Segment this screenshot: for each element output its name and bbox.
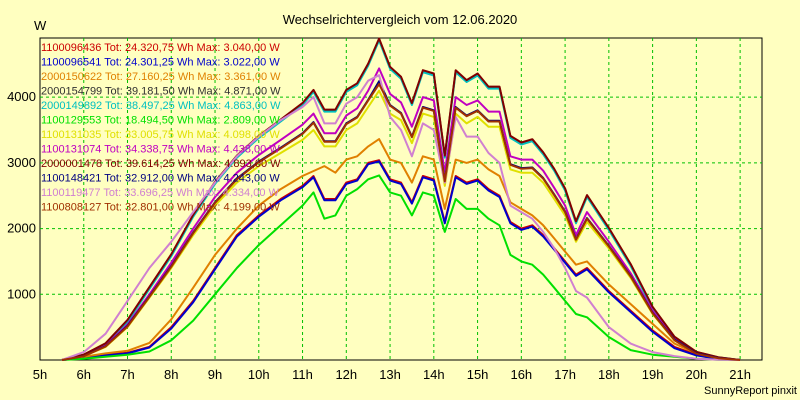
series-line-2 [61, 160, 741, 361]
legend-entry: 2000154799 Tot: 39.181,50 Wh Max: 4.871,… [41, 86, 281, 98]
x-tick-label: 10h [248, 367, 270, 382]
x-tick-label: 11h [292, 367, 313, 382]
x-tick-label: 17h [554, 367, 576, 382]
y-tick-label: 3000 [7, 155, 36, 170]
x-tick-label: 16h [510, 367, 532, 382]
x-tick-label: 6h [77, 367, 91, 382]
x-tick-label: 9h [208, 367, 222, 382]
x-tick-label: 20h [686, 367, 708, 382]
x-tick-label: 21h [729, 367, 751, 382]
footer-credit: SunnyReport pinxit [704, 385, 797, 397]
legend-entry: 1100148421 Tot: 32.912,00 Wh Max: 4.243,… [41, 173, 280, 185]
y-tick-label: 2000 [7, 221, 36, 236]
y-tick-labels: 1000 2000 3000 4000 [7, 89, 36, 301]
y-tick-label: 1000 [7, 286, 36, 301]
y-axis-label: W [34, 18, 47, 33]
legend-entry: 1100096436 Tot: 24.320,75 Wh Max: 3.040,… [41, 42, 280, 54]
x-tick-label: 5h [33, 367, 47, 382]
x-tick-labels: 5h 6h 7h 8h 9h 10h 11h 12h 13h 14h 15h 16h 17h 18h 19h… [33, 367, 751, 382]
x-tick-label: 14h [423, 367, 445, 382]
x-tick-label: 15h [467, 367, 489, 382]
legend-entry: 1100131035 Tot: 33.005,75 Wh Max: 4.098,… [41, 129, 280, 141]
legend-entry: 2000001478 Tot: 39.614,25 Wh Max: 4.893,… [41, 158, 281, 170]
x-tick-label: 19h [642, 367, 664, 382]
legend-entry: 1100808127 Tot: 32.801,00 Wh Max: 4.199,… [41, 202, 280, 214]
y-tick-label: 4000 [7, 89, 36, 104]
x-tick-label: 7h [120, 367, 134, 382]
x-tick-label: 18h [598, 367, 620, 382]
plot-area [39, 37, 763, 361]
chart-title: Wechselrichtervergleich vom 12.06.2020 [283, 12, 518, 27]
legend-entry: 2000149892 Tot: 38.497,25 Wh Max: 4.863,… [41, 100, 281, 112]
legend-entry: 1100131074 Tot: 34.338,75 Wh Max: 4.438,… [41, 144, 280, 156]
series-line-7 [61, 89, 741, 361]
series-line-6 [61, 174, 741, 361]
series-lines [61, 37, 741, 361]
series-line-3 [61, 138, 741, 361]
legend-entry: 1100119477 Tot: 33.696,25 Wh Max: 4.334,… [41, 187, 280, 199]
x-tick-label: 12h [335, 367, 357, 382]
series-line-8 [61, 67, 741, 361]
x-tick-label: 13h [379, 367, 401, 382]
legend-entry: 1100096541 Tot: 24.301,25 Wh Max: 3.022,… [41, 57, 280, 69]
legend-entry: 2000150622 Tot: 27.160,25 Wh Max: 3.361,… [41, 71, 281, 83]
legend-entry: 1100129553 Tot: 18.494,50 Wh Max: 2.809,… [41, 115, 280, 127]
x-tick-label: 8h [164, 367, 178, 382]
series-line-12 [61, 83, 741, 361]
legend: 1100096436 Tot: 24.320,75 Wh Max: 3.040,… [41, 42, 281, 214]
series-line-11 [61, 74, 741, 361]
